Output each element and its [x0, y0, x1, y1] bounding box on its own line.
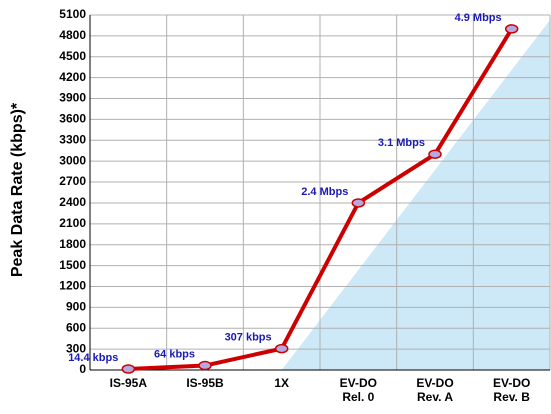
- data-label: 14.4 kbps: [68, 352, 118, 364]
- x-tick-label: IS-95A: [110, 376, 148, 390]
- x-tick-label: EV-DO Rev. A: [416, 376, 453, 404]
- y-tick-label: 600: [66, 320, 86, 334]
- data-line: [128, 27, 514, 371]
- y-tick-label: 2700: [59, 174, 86, 188]
- data-point: [504, 24, 519, 34]
- background-area: [281, 20, 550, 370]
- data-point: [428, 149, 442, 159]
- x-tick-label: EV-DO Rel. 0: [340, 376, 377, 404]
- y-tick-label: 4500: [59, 49, 86, 63]
- data-point: [198, 360, 212, 371]
- x-tick-label: EV-DO Rev. B: [493, 376, 530, 404]
- y-tick-label: 0: [79, 362, 86, 376]
- y-tick-label: 300: [66, 341, 86, 355]
- y-tick-label: 3300: [59, 132, 86, 146]
- y-tick-label: 1500: [59, 258, 86, 272]
- y-tick-label: 3000: [59, 153, 86, 167]
- y-tick-label: 5100: [59, 7, 86, 21]
- data-label: 64 kbps: [154, 349, 195, 361]
- y-tick-label: 2400: [59, 195, 86, 209]
- data-point: [274, 343, 289, 354]
- y-tick-label: 2100: [59, 216, 86, 230]
- y-tick-label: 900: [66, 300, 86, 314]
- y-tick-label: 4200: [59, 70, 86, 84]
- y-tick-label: 3600: [59, 112, 86, 126]
- data-label: 4.9 Mbps: [455, 12, 502, 24]
- y-tick-label: 1800: [59, 237, 86, 251]
- data-label: 3.1 Mbps: [378, 137, 425, 149]
- x-tick-label: IS-95B: [186, 376, 224, 390]
- x-tick-label: 1X: [274, 376, 289, 390]
- y-axis-label: Peak Data Rate (kbps)*: [9, 102, 26, 277]
- data-point: [121, 364, 136, 374]
- data-label: 307 kbps: [225, 332, 272, 344]
- y-tick-label: 1200: [59, 279, 86, 293]
- y-tick-label: 3900: [59, 91, 86, 105]
- data-label: 2.4 Mbps: [301, 186, 348, 198]
- data-point: [351, 198, 366, 208]
- y-tick-label: 4800: [59, 28, 86, 42]
